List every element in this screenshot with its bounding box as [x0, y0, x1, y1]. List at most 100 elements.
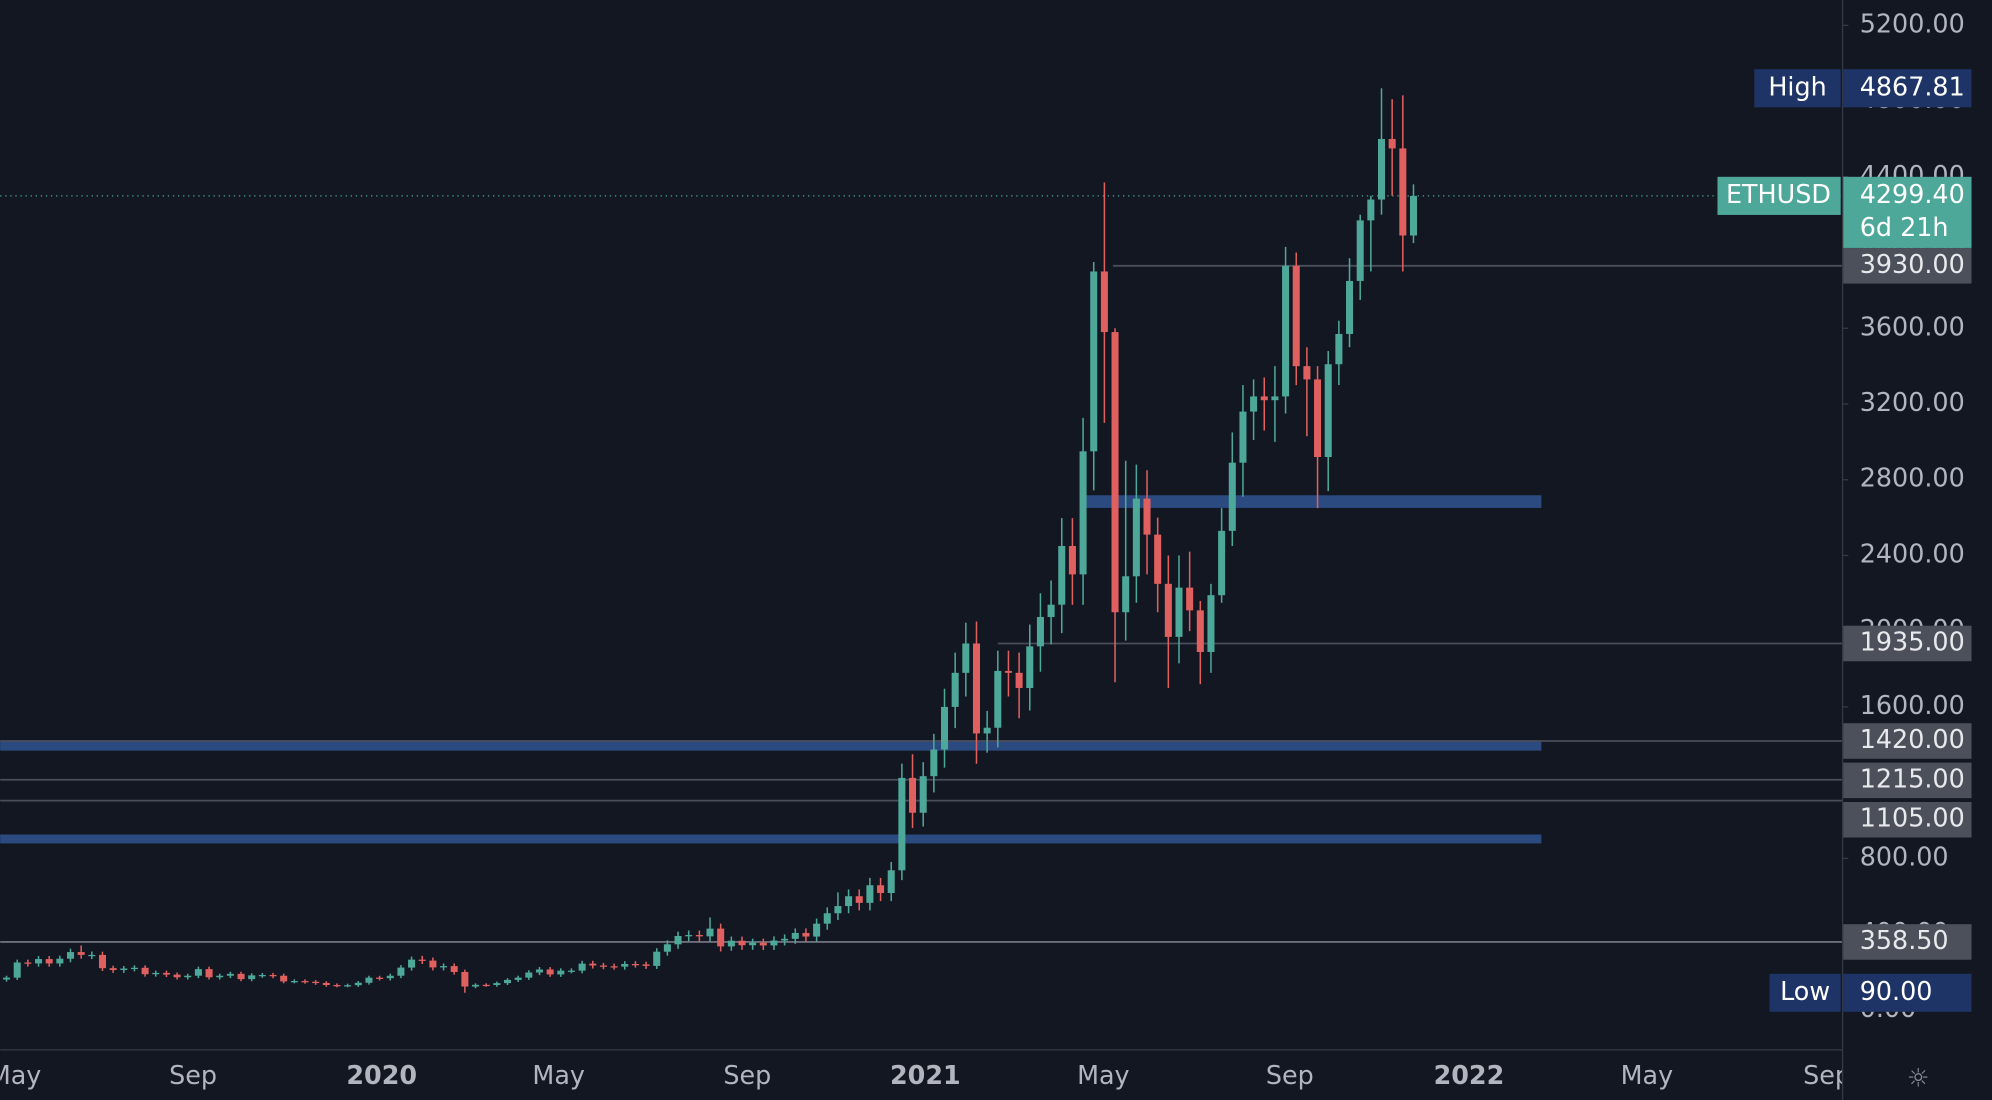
candle-body [472, 984, 480, 987]
candle-body [994, 670, 1002, 728]
marker-value: 4867.81 [1860, 71, 1965, 101]
candle-body [738, 940, 746, 946]
candle-body [333, 985, 341, 987]
candle-body [130, 967, 138, 970]
candle-body [248, 975, 256, 980]
level-label: 3930.00 [1860, 249, 1965, 279]
candle-body [429, 960, 437, 968]
candle-body [930, 749, 938, 777]
candle-body [663, 944, 671, 952]
candle-body [1303, 366, 1311, 380]
candle-body [781, 938, 789, 941]
candle-body [312, 981, 320, 984]
candle-body [695, 935, 703, 937]
candle-body [951, 672, 959, 707]
candle-body [717, 928, 725, 947]
candle-body [258, 974, 266, 977]
candle-body [440, 966, 448, 968]
candle-body [621, 963, 629, 967]
candle-body [802, 932, 810, 937]
candle-body [514, 977, 522, 980]
candle-body [1090, 271, 1098, 452]
candle-body [24, 962, 32, 964]
candle-body [823, 913, 831, 924]
candle-body [1292, 265, 1300, 367]
candle-body [45, 959, 53, 964]
marker-value-box [1843, 973, 1972, 1012]
candle-body [567, 970, 575, 972]
level-label: 1105.00 [1860, 803, 1965, 833]
candle-body [290, 981, 298, 983]
candle-body [1324, 364, 1332, 458]
countdown: 6d 21h [1860, 212, 1949, 242]
candle-body [845, 896, 853, 907]
candle-body [674, 935, 682, 945]
candle-body [1154, 534, 1162, 584]
candle-body [365, 977, 373, 983]
symbol-box [1717, 176, 1841, 215]
candle-body [1367, 199, 1375, 221]
marker-tag: Low [1780, 976, 1830, 1006]
candle-body [461, 971, 469, 987]
candle-body [1356, 220, 1364, 281]
level-label: 358.50 [1860, 925, 1949, 955]
candle-body [1239, 411, 1247, 463]
x-tick-label: May [0, 1060, 41, 1090]
candle-body [35, 959, 43, 964]
candle-body [1196, 610, 1204, 653]
x-tick-label: Sep [169, 1060, 217, 1090]
candle-body [887, 870, 895, 894]
candle-body [301, 981, 309, 983]
x-tick-label: Sep [1266, 1060, 1314, 1090]
candle-body [877, 885, 885, 894]
candle-body [13, 962, 21, 978]
marker-tag: High [1768, 71, 1826, 101]
level-label-box [1843, 762, 1972, 799]
level-label: 1935.00 [1860, 626, 1965, 656]
candle-body [141, 967, 149, 975]
zones [0, 495, 1542, 844]
candle-body [1164, 583, 1172, 637]
candle-body [98, 954, 106, 969]
candle-body [1399, 148, 1407, 236]
symbol: ETHUSD [1726, 179, 1831, 209]
candle-body [866, 885, 874, 903]
candle-body [3, 977, 11, 980]
candle-body [1036, 616, 1044, 647]
candle-body [162, 972, 170, 975]
candle-body [1314, 379, 1322, 458]
candle-body [88, 954, 96, 957]
candle-body [962, 643, 970, 673]
candle-body [408, 959, 416, 968]
candle-body [280, 975, 288, 982]
candle-body [1026, 646, 1034, 688]
candle-body [56, 958, 64, 964]
y-tick-label: 3600.00 [1860, 311, 1965, 341]
settings-icon[interactable]: ☼ [1907, 1063, 1930, 1093]
x-tick-label: 2020 [346, 1060, 417, 1090]
candle-body [642, 964, 650, 966]
candle-body [493, 983, 501, 986]
candle-body [1271, 396, 1279, 401]
candle-body [376, 977, 384, 979]
candle-body [1409, 195, 1418, 236]
time-axis: May Sep 2020 May Sep 2021 May Sep 2022 May Sep [0, 1060, 1842, 1090]
candle-body [940, 706, 949, 750]
y-tick-label: 2800.00 [1860, 463, 1965, 493]
x-tick-label: 2022 [1434, 1060, 1505, 1090]
level-label: 1420.00 [1860, 724, 1965, 754]
x-tick-label: May [1621, 1060, 1674, 1090]
candle-body [503, 979, 512, 984]
level-label-box [1843, 723, 1972, 759]
candle-body [972, 643, 980, 734]
candle-body [1175, 587, 1183, 637]
candle-body [1015, 672, 1023, 688]
candle-body [344, 985, 352, 987]
level-label: 1215.00 [1860, 763, 1965, 793]
candle-body [898, 777, 906, 871]
candle-body [152, 972, 160, 975]
level-label-box [1843, 248, 1972, 284]
candle-body [397, 967, 405, 976]
